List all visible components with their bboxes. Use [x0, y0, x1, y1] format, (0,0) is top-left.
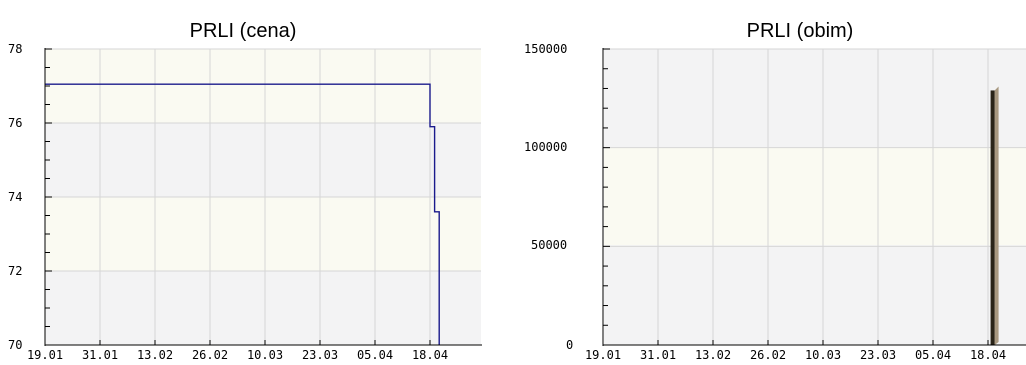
price-chart: PRLI (cena) 78 76 74 72 70 19.01 31.01 1… [8, 20, 482, 362]
volume-x-tick-label: 05.04 [915, 348, 951, 362]
price-y-tick-label: 72 [8, 264, 22, 278]
volume-bar [990, 90, 995, 345]
price-x-tick-label: 26.02 [192, 348, 228, 362]
volume-y-tick-label: 0 [566, 338, 573, 352]
price-y-tick-label: 70 [8, 338, 22, 352]
price-x-tick-label: 18.04 [412, 348, 448, 362]
price-band-2 [45, 123, 481, 197]
price-y-tick-label: 74 [8, 190, 22, 204]
volume-x-tick-label: 31.01 [640, 348, 676, 362]
volume-x-tick-label: 19.01 [585, 348, 621, 362]
volume-chart: PRLI (obim) 150000 100000 50000 0 19.01 … [524, 20, 1026, 362]
price-y-tick-label: 78 [8, 42, 22, 56]
price-x-tick-label: 23.03 [302, 348, 338, 362]
price-series-line [45, 83, 440, 345]
volume-x-tick-label: 10.03 [805, 348, 841, 362]
volume-y-ticks [602, 48, 989, 346]
volume-bars [990, 86, 999, 345]
volume-band-1 [604, 49, 1026, 147]
price-x-tick-label: 10.03 [247, 348, 283, 362]
price-band-1 [45, 49, 481, 123]
volume-y-tick-label: 100000 [524, 140, 567, 154]
volume-bar-side [994, 86, 999, 345]
volume-grid [603, 48, 1026, 345]
price-band-4 [45, 271, 481, 345]
price-plot-background [45, 49, 481, 345]
volume-x-tick-label: 18.04 [970, 348, 1006, 362]
volume-plot-background [604, 49, 1026, 345]
volume-y-tick-label: 150000 [524, 42, 567, 56]
price-band-3 [45, 197, 481, 271]
volume-y-tick-label: 50000 [531, 238, 567, 252]
price-x-tick-label: 31.01 [82, 348, 118, 362]
volume-x-tick-label: 13.02 [695, 348, 731, 362]
price-x-tick-label: 13.02 [137, 348, 173, 362]
volume-x-tick-label: 23.03 [860, 348, 896, 362]
volume-chart-title: PRLI (obim) [747, 20, 854, 42]
price-grid [45, 48, 481, 345]
price-y-ticks [44, 48, 431, 346]
price-y-tick-label: 76 [8, 116, 22, 130]
price-chart-title: PRLI (cena) [190, 20, 297, 42]
volume-axes [602, 48, 1026, 346]
price-x-tick-label: 19.01 [27, 348, 63, 362]
volume-band-3 [604, 245, 1026, 345]
volume-band-2 [604, 147, 1026, 245]
volume-x-tick-label: 26.02 [750, 348, 786, 362]
price-x-tick-label: 05.04 [357, 348, 393, 362]
